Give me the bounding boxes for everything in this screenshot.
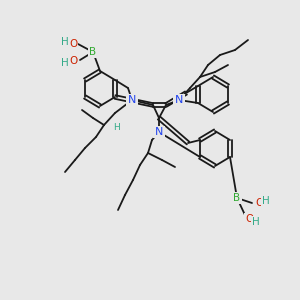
Text: N: N	[175, 95, 183, 105]
Text: B: B	[233, 193, 241, 203]
Text: H: H	[61, 37, 69, 47]
Text: N: N	[155, 127, 163, 137]
Text: B: B	[89, 47, 97, 57]
Text: H: H	[61, 58, 69, 68]
Text: H: H	[262, 196, 270, 206]
Text: H: H	[252, 217, 260, 227]
Text: O: O	[245, 214, 253, 224]
Text: H: H	[112, 124, 119, 133]
Text: O: O	[69, 39, 77, 49]
Text: O: O	[255, 198, 263, 208]
Text: N: N	[128, 95, 136, 105]
Text: O: O	[69, 56, 77, 66]
